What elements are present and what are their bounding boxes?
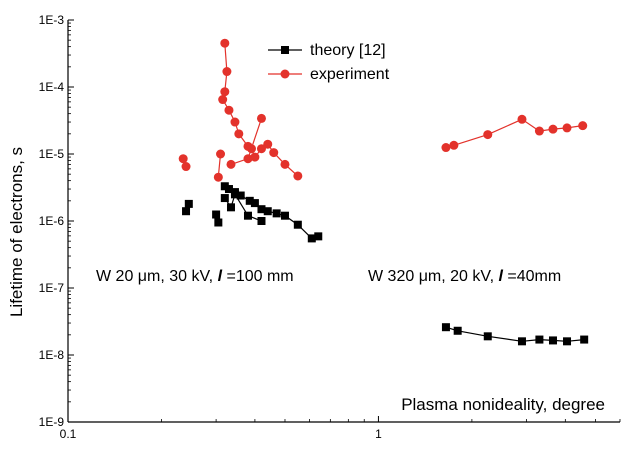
- annotation-left-mu: μ: [138, 268, 147, 285]
- y-tick-label: 1E-3: [39, 13, 65, 27]
- theory-point: [184, 199, 193, 208]
- experiment-point: [246, 144, 256, 154]
- experiment-point: [226, 159, 236, 169]
- legend-experiment-marker: [280, 69, 290, 79]
- experiment-point: [578, 121, 588, 131]
- theory-point: [230, 190, 239, 199]
- experiment-point: [250, 152, 260, 162]
- experiment-point: [230, 117, 240, 127]
- theory-point: [220, 182, 229, 191]
- annotation-right-part: m, 20 kV,: [428, 268, 499, 285]
- experiment-point: [220, 87, 230, 97]
- experiment-point: [234, 129, 244, 139]
- theory-point: [314, 232, 323, 241]
- theory-point: [563, 337, 572, 346]
- experiment-point: [293, 171, 303, 181]
- theory-point: [212, 210, 221, 219]
- experiment-point: [269, 148, 279, 158]
- theory-point: [263, 207, 272, 216]
- theory-point: [535, 335, 544, 344]
- theory-point: [236, 191, 245, 200]
- y-tick-label: 1E-5: [39, 147, 65, 161]
- experiment-point: [280, 159, 290, 169]
- x-tick-label: 0.1: [60, 427, 77, 441]
- theory-point: [548, 336, 557, 345]
- annotation-left-part: m, 30 kV,: [147, 268, 218, 285]
- legend-theory-marker: [281, 46, 289, 54]
- theory-point: [580, 335, 589, 344]
- theory-point: [272, 209, 281, 218]
- y-tick-label: 1E-4: [39, 80, 65, 94]
- theory-point: [257, 205, 266, 214]
- axes: 1E-9 1E-8 1E-7 1E-6 1E-5 1E-4 1E-3 0.1 1: [39, 13, 621, 441]
- experiment-point: [562, 123, 572, 133]
- annotation-right: W 320 μm, 20 kV, l =40mm: [368, 268, 561, 285]
- legend-experiment-label: experiment: [310, 66, 390, 83]
- theory-point: [257, 217, 266, 225]
- legend-theory-label: theory [12]: [310, 42, 386, 59]
- experiment-point: [213, 172, 223, 182]
- theory-point: [220, 194, 229, 203]
- experiment-point: [534, 126, 544, 136]
- experiment-point: [483, 130, 493, 140]
- annotation-right-part: =40: [503, 268, 535, 285]
- experiment-point: [263, 139, 273, 149]
- experiment-point: [218, 95, 228, 105]
- experiment-point: [224, 105, 234, 115]
- theory-point: [517, 337, 526, 346]
- theory-point: [441, 323, 450, 332]
- theory-point: [483, 332, 492, 341]
- theory-point: [280, 211, 289, 220]
- annotation-right-part: W 320: [368, 268, 419, 285]
- experiment-point: [222, 67, 232, 77]
- experiment-point: [216, 149, 226, 159]
- annotation-left-l: l: [218, 268, 223, 285]
- experiment-point: [181, 162, 191, 172]
- y-axis-title: Lifetime of electrons, s: [7, 147, 26, 317]
- theory-point: [245, 196, 254, 205]
- annotation-left-part: =100 mm: [222, 268, 294, 285]
- theory-point: [293, 220, 302, 229]
- x-tick-label: 1: [375, 427, 382, 441]
- plot-area: [68, 20, 620, 422]
- theory-point: [214, 218, 223, 227]
- experiment-point: [548, 124, 558, 134]
- annotation-right-l: l: [498, 268, 503, 285]
- annotation-right-mu: μ: [419, 268, 428, 285]
- x-axis-title: Plasma nonideality, degree: [401, 395, 605, 414]
- series-layer: [178, 38, 589, 346]
- experiment-point: [220, 38, 230, 48]
- y-tick-label: 1E-9: [39, 415, 65, 429]
- theory-point: [307, 234, 316, 243]
- legend: theory [12] experiment: [268, 42, 390, 83]
- experiment-point: [517, 114, 527, 124]
- theory-point: [453, 326, 462, 335]
- experiment-point: [256, 144, 266, 154]
- theory-point: [224, 185, 233, 194]
- y-tick-label: 1E-7: [39, 281, 65, 295]
- theory-point: [182, 207, 191, 216]
- theory-point: [243, 211, 252, 220]
- y-tick-label: 1E-8: [39, 348, 65, 362]
- annotation-right-part: mm: [535, 268, 562, 285]
- experiment-point: [441, 143, 451, 153]
- experiment-point: [449, 140, 459, 150]
- y-tick-label: 1E-6: [39, 214, 65, 228]
- annotation-left: W 20 μm, 30 kV, l =100 mm: [96, 268, 294, 285]
- theory-point: [250, 199, 259, 208]
- theory-point: [226, 203, 235, 212]
- experiment-point: [243, 154, 253, 164]
- experiment-point: [178, 154, 188, 164]
- experiment-point: [256, 113, 266, 123]
- annotation-left-part: W 20: [96, 268, 138, 285]
